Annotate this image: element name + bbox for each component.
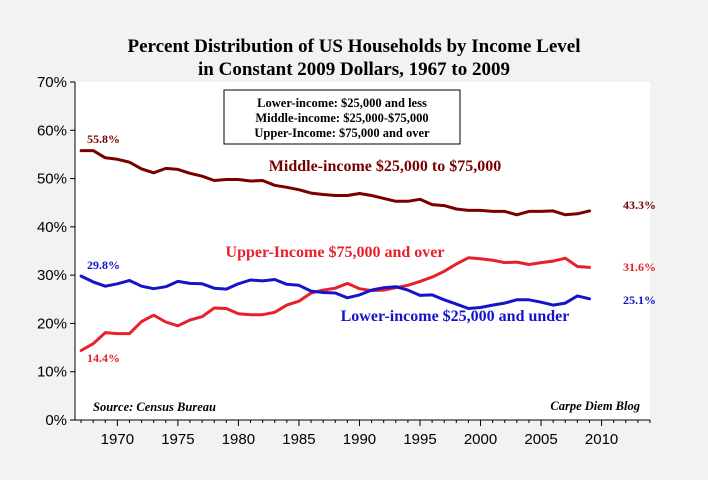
x-tick-label: 1980 xyxy=(222,431,255,448)
y-tick-label: 30% xyxy=(37,267,67,284)
x-tick-label: 1970 xyxy=(101,431,134,448)
source-note: Source: Census Bureau xyxy=(93,400,216,414)
lower-start-label: 29.8% xyxy=(87,258,120,272)
x-tick-label: 1990 xyxy=(343,431,376,448)
x-tick-label: 2005 xyxy=(524,431,557,448)
y-tick-label: 20% xyxy=(37,315,67,332)
series-label-middle: Middle-income $25,000 to $75,000 xyxy=(269,158,501,175)
upper-end-label: 31.6% xyxy=(623,260,656,274)
x-tick-label: 2000 xyxy=(464,431,497,448)
y-tick-label: 60% xyxy=(37,122,67,139)
lower-end-label: 25.1% xyxy=(623,293,656,307)
legend-entry-lower: Lower-income: $25,000 and less xyxy=(257,96,427,110)
series-line-upper-income xyxy=(79,256,591,352)
legend-entry-middle: Middle-income: $25,000-$75,000 xyxy=(255,111,428,125)
series-label-lower: Lower-income $25,000 and under xyxy=(341,308,570,325)
series-line-middle-income xyxy=(79,149,591,217)
y-tick-label: 50% xyxy=(37,171,67,188)
legend-entry-upper: Upper-Income: $75,000 and over xyxy=(254,126,430,140)
y-tick-label: 0% xyxy=(45,412,67,429)
x-tick-label: 1985 xyxy=(282,431,315,448)
credit-note: Carpe Diem Blog xyxy=(550,399,640,413)
legend-box: Lower-income: $25,000 and less Middle-in… xyxy=(223,89,461,145)
upper-start-label: 14.4% xyxy=(87,351,120,365)
x-tick-label: 2010 xyxy=(585,431,618,448)
y-tick-label: 70% xyxy=(37,74,67,91)
middle-end-label: 43.3% xyxy=(623,198,656,212)
chart-title-line-1: Percent Distribution of US Households by… xyxy=(127,36,580,57)
y-tick-label: 10% xyxy=(37,364,67,381)
x-tick-label: 1995 xyxy=(403,431,436,448)
x-tick-label: 1975 xyxy=(161,431,194,448)
middle-start-label: 55.8% xyxy=(87,132,120,146)
series-label-upper: Upper-Income $75,000 and over xyxy=(226,244,445,261)
series-line-lower-income xyxy=(79,274,591,310)
y-tick-label: 40% xyxy=(37,219,67,236)
chart-title-line-2: in Constant 2009 Dollars, 1967 to 2009 xyxy=(198,59,510,80)
